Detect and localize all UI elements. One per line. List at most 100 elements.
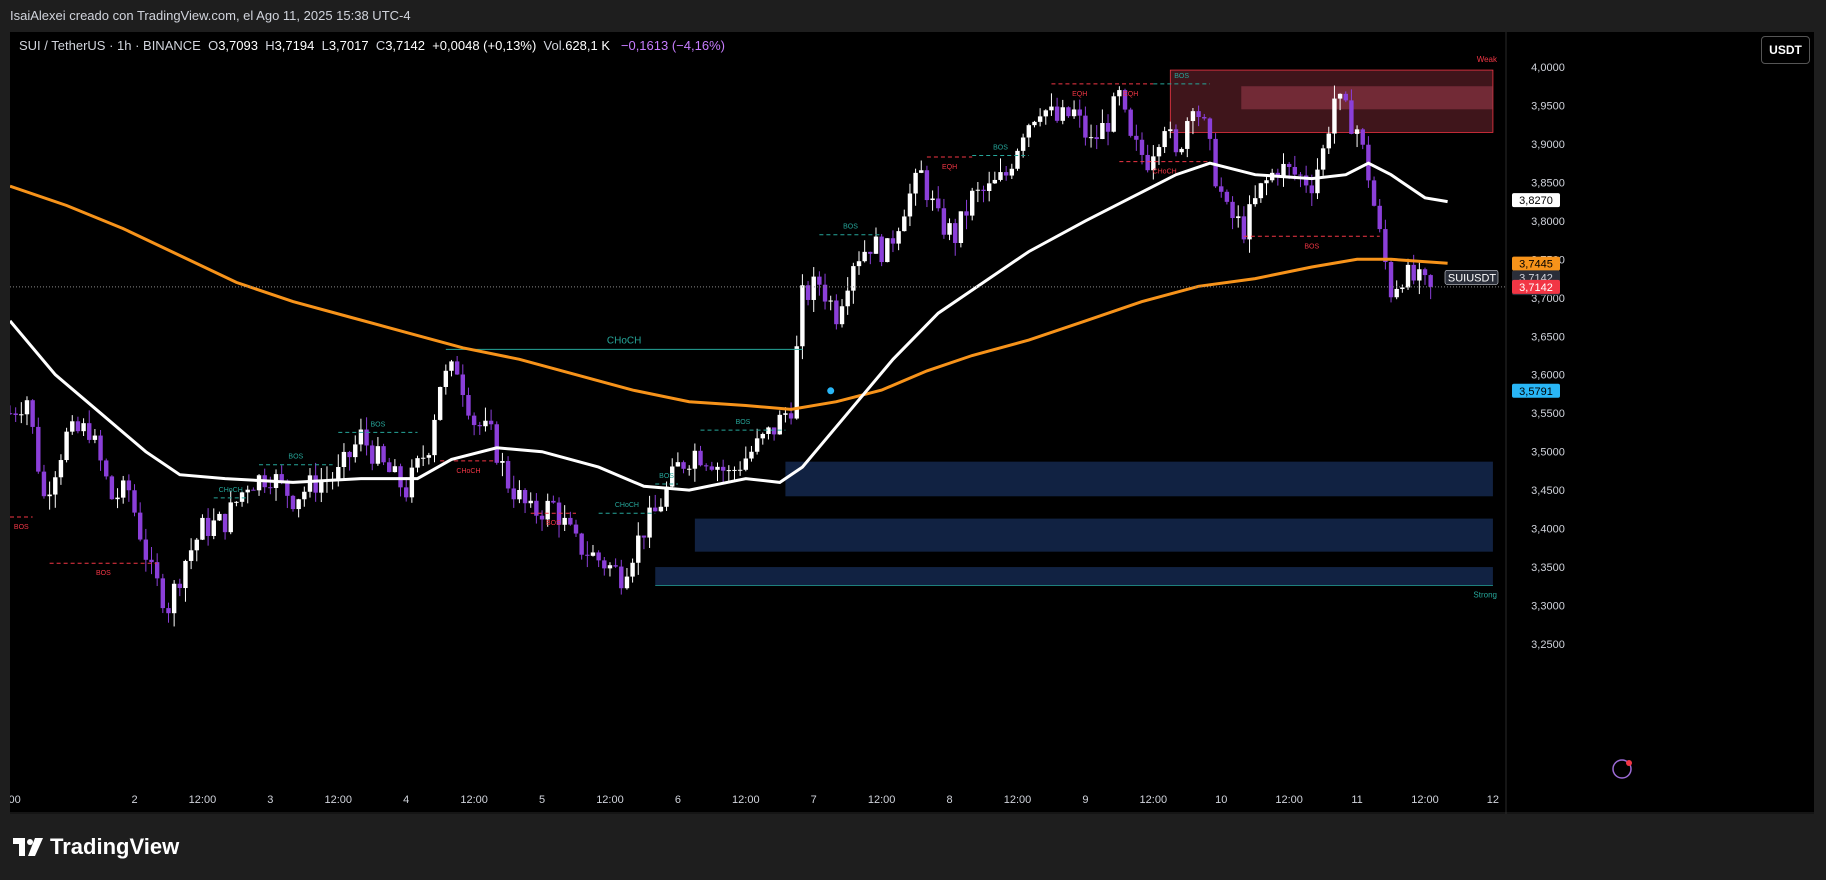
candle: [296, 499, 301, 510]
candle: [1043, 110, 1048, 117]
candle: [720, 466, 726, 471]
candle: [664, 486, 669, 507]
legend-low-label: L: [321, 38, 329, 53]
candle: [279, 474, 284, 481]
candle: [239, 492, 245, 502]
y-tick-label: 3,2500: [1531, 639, 1565, 651]
price-tag-label: 3,5791: [1519, 386, 1553, 398]
candle: [1173, 129, 1179, 153]
candle: [1320, 148, 1326, 170]
legend-change: +0,0048 (+0,13%): [432, 38, 537, 53]
candle: [822, 284, 828, 302]
structure-label: CHoCH: [219, 487, 243, 494]
candle: [681, 462, 686, 469]
candle: [1100, 123, 1105, 140]
candle: [505, 461, 511, 489]
candle: [171, 583, 177, 614]
candle: [585, 554, 590, 556]
candle: [964, 211, 969, 216]
legend-high-label: H: [265, 38, 275, 53]
candle: [817, 276, 822, 285]
candle: [924, 170, 930, 201]
legend-symbol[interactable]: SUI / TetherUS · 1h · BINANCE: [19, 38, 201, 53]
chart-area[interactable]: Weak Strong BOS BOS CHoCH BOS BOS CHoCH CHoCH BOS…: [10, 32, 1814, 814]
candle: [256, 475, 262, 491]
candle: [913, 172, 918, 194]
candle: [1428, 275, 1433, 287]
candle: [1196, 111, 1201, 118]
price-chart[interactable]: Weak Strong BOS BOS CHoCH BOS BOS CHoCH CHoCH BOS…: [10, 32, 1814, 814]
candle: [358, 429, 364, 445]
candle: [1253, 198, 1258, 205]
candle: [58, 460, 64, 478]
candle: [160, 578, 166, 609]
x-tick-label: 2: [131, 794, 137, 806]
candle: [1003, 172, 1009, 176]
tradingview-logo[interactable]: TradingView: [13, 834, 179, 860]
candle: [454, 361, 460, 375]
structure-label: EQH: [1123, 91, 1138, 98]
candle: [930, 198, 935, 201]
candle: [53, 477, 58, 495]
candle: [534, 500, 539, 516]
structure-label: BOS: [843, 224, 858, 231]
candle: [1349, 100, 1354, 134]
candle: [953, 223, 958, 243]
candle: [460, 374, 465, 396]
candle: [1168, 129, 1173, 132]
legend-indicator-change: −0,1613 (−4,16%): [620, 38, 725, 53]
candle: [319, 480, 324, 493]
candle: [245, 489, 250, 493]
candle: [788, 413, 794, 419]
candle: [228, 502, 233, 533]
price-tag-label: 3,7142: [1519, 282, 1553, 294]
candle: [919, 170, 924, 173]
y-tick-label: 3,3500: [1531, 562, 1565, 574]
x-tick-label: 12:00: [1004, 794, 1032, 806]
candle: [986, 183, 992, 192]
candle: [222, 513, 228, 533]
candle: [398, 466, 403, 488]
x-tick-label: 4: [403, 794, 409, 806]
x-tick-label: 11: [1351, 794, 1362, 806]
candle: [426, 455, 432, 458]
candle: [907, 193, 913, 217]
candle: [653, 507, 658, 512]
candle: [868, 251, 873, 254]
candle: [528, 500, 533, 504]
candle: [902, 216, 907, 232]
candle: [624, 576, 630, 589]
y-tick-label: 3,4000: [1531, 524, 1565, 536]
candle: [641, 535, 647, 538]
candle: [392, 466, 398, 473]
candle: [1128, 109, 1133, 136]
structure-label: CHoCH: [607, 335, 641, 346]
candle: [420, 457, 426, 459]
candle: [70, 421, 75, 432]
candle: [1400, 287, 1405, 289]
candle: [1213, 138, 1218, 187]
candle: [24, 400, 30, 415]
currency-button[interactable]: USDT: [1761, 36, 1810, 64]
candle: [290, 495, 296, 510]
structure-label: BOS: [659, 473, 674, 480]
candle: [353, 444, 358, 458]
candle: [726, 470, 732, 472]
candle: [381, 446, 386, 463]
candle: [596, 552, 601, 561]
x-tick-label: 2:00: [10, 794, 21, 806]
candle: [981, 189, 986, 192]
candle: [1111, 96, 1116, 132]
demand-zone: [694, 518, 1493, 552]
candle: [749, 451, 754, 459]
candle: [211, 520, 216, 536]
candle: [698, 450, 703, 466]
candle: [630, 562, 635, 577]
candle: [268, 487, 273, 489]
candle: [1337, 93, 1343, 99]
candle: [64, 431, 69, 461]
candle: [1037, 116, 1043, 122]
candle: [1134, 135, 1139, 140]
y-tick-label: 3,5500: [1531, 408, 1565, 420]
candle: [1054, 106, 1060, 121]
